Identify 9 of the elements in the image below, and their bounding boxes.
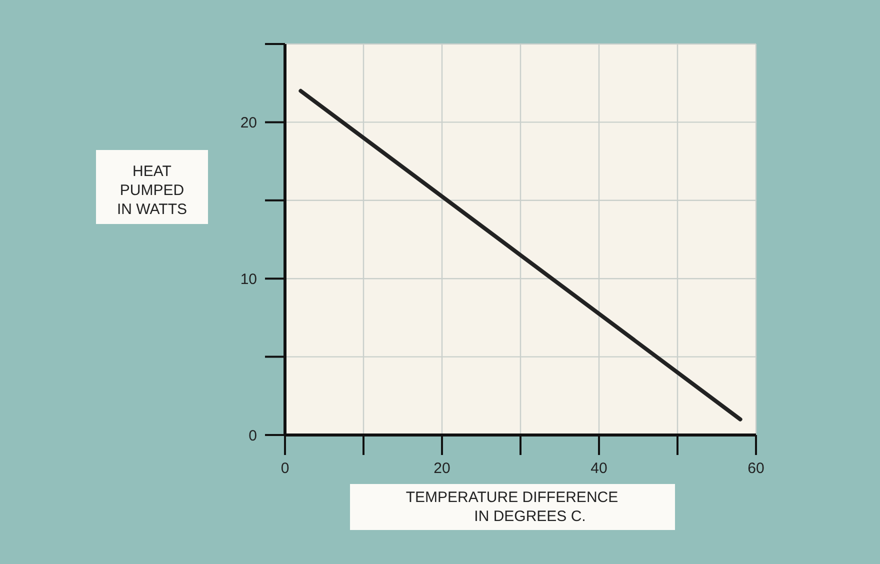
x-tick-label: 40 bbox=[590, 460, 608, 477]
y-tick-label: 10 bbox=[240, 270, 257, 288]
x-tick-label: 0 bbox=[280, 460, 290, 477]
y-tick-label: 0 bbox=[248, 427, 257, 444]
x-tick-label: 60 bbox=[748, 460, 764, 477]
y-axis-title: HEAT PUMPED IN WATTS bbox=[117, 163, 187, 218]
x-axis-title: TEMPERATURE DIFFERENCE IN DEGREES C. bbox=[406, 489, 618, 525]
x-tick-label: 20 bbox=[434, 460, 450, 477]
y-tick-label: 20 bbox=[240, 114, 257, 132]
